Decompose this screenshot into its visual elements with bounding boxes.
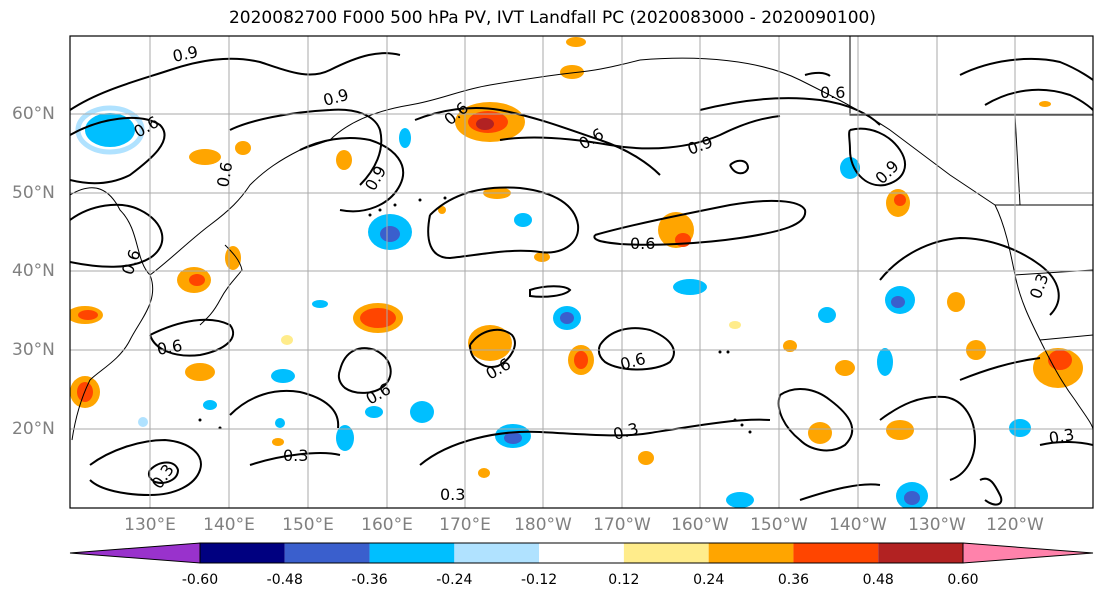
colorbar-label: 0.60	[947, 572, 979, 588]
contour-label: 0.3	[611, 419, 641, 444]
lon-label: 140°E	[203, 515, 255, 535]
lat-label: 50°N	[12, 183, 55, 203]
contour-label: 0.6	[363, 379, 395, 408]
contour-label: 0.9	[361, 162, 390, 194]
lon-label: 130°W	[908, 515, 966, 535]
colorbar-label: -0.48	[266, 572, 303, 588]
lat-label: 60°N	[12, 104, 55, 124]
colorbar-label: 0.12	[608, 572, 640, 588]
graticule	[70, 36, 1093, 508]
contour-label: 0.6	[155, 336, 183, 359]
contour-label: 0.3	[148, 461, 178, 493]
lon-label: 150°E	[282, 515, 334, 535]
contour-label: 0.3	[1047, 425, 1075, 448]
lon-label: 180°W	[514, 515, 572, 535]
lon-label: 170°W	[593, 515, 651, 535]
lat-label: 20°N	[12, 419, 55, 439]
colorbar-label: -0.12	[520, 572, 558, 588]
lon-label: 150°W	[750, 515, 808, 535]
lon-label: 160°E	[361, 515, 413, 535]
map-title: 2020082700 F000 500 hPa PV, IVT Landfall…	[228, 8, 876, 28]
colorbar-label: 0.24	[693, 572, 725, 588]
lon-label: 170°E	[439, 515, 491, 535]
contour-label: 0.9	[685, 132, 715, 159]
contour-label: 0.6	[576, 124, 608, 153]
contour-label: 0.3	[283, 446, 308, 465]
contour-label: 0.3	[440, 485, 465, 504]
contour-label: 0.6	[820, 83, 845, 102]
lat-label: 40°N	[12, 261, 55, 281]
lon-label: 120°W	[986, 515, 1044, 535]
colorbar-label: -0.24	[436, 572, 473, 588]
contour-label: 0.9	[171, 42, 200, 66]
lat-label: 30°N	[12, 340, 55, 360]
lon-label: 130°E	[124, 515, 176, 535]
contour-label: 0.6	[630, 234, 655, 253]
colorbar-label: 0.48	[862, 572, 894, 588]
contour-label: 0.3	[1026, 271, 1053, 301]
colorbar-label: 0.36	[777, 572, 810, 588]
colorbar-label: -0.60	[181, 572, 219, 588]
pv-contours	[70, 52, 1093, 506]
colorbar-label: -0.36	[351, 572, 388, 588]
contour-label: 0.6	[213, 160, 236, 188]
lon-label: 140°W	[829, 515, 887, 535]
map-frame	[69, 35, 1094, 509]
contour-label: 0.9	[871, 156, 902, 187]
contour-label: 0.9	[321, 85, 351, 110]
anomaly-shading	[70, 37, 1083, 508]
lon-label: 160°W	[671, 515, 729, 535]
contour-label: 0.6	[118, 247, 145, 277]
coastlines	[70, 36, 1093, 441]
